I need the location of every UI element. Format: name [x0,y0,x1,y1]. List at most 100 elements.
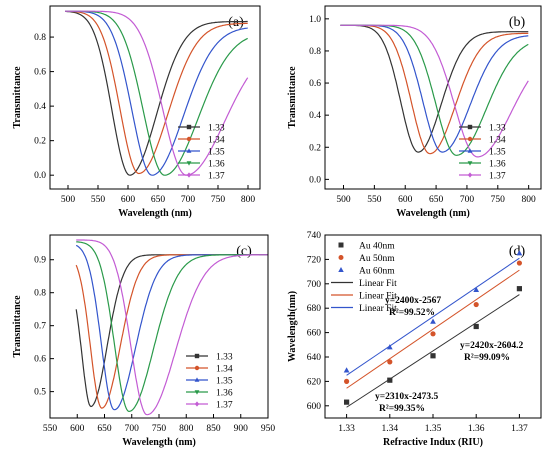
panel-b: 500 550 600 650 700 750 800 0.0 0.2 0.4 0.6 0.8 1.0 W… [287,5,542,219]
x-axis-label: Wavelength (nm) [396,208,470,219]
data-point [473,301,479,308]
x-tick-label: 1.35 [425,424,442,434]
y-tick-label: 600 [307,402,322,412]
y-tick-label: 0.6 [309,79,321,89]
y-tick-label: 0.4 [34,102,46,112]
panel-c: 550 600 650 700 750 800 850 900 950 0.5 0.6 0.7 0.8 0… [12,234,276,448]
legend-marker [186,172,192,178]
fit-equation: y=2400x-2567 [385,296,441,306]
data-point [387,377,393,383]
legend-label: Au 50nm [359,254,395,264]
data-point [344,378,350,384]
x-tick-label: 600 [121,195,136,205]
legend-marker [186,148,192,153]
data-point [430,318,436,324]
legend-label: Au 40nm [359,242,395,252]
y-tick-label: 0.8 [34,33,46,43]
panel-label: (d) [509,244,526,259]
series-line-1.33 [75,254,268,408]
panel-d: 1.33 1.34 1.35 1.36 1.37 600 620 640 660 680 700 72… [287,231,542,448]
x-tick-label: 750 [491,195,506,205]
legend-marker [194,377,200,382]
legend-marker [194,365,200,371]
y-tick-label: 620 [307,377,322,387]
y-tick-label: 0.0 [309,175,321,185]
legend-label: 1.33 [216,353,233,363]
x-tick-label: 1.37 [511,424,528,434]
legend-marker [338,255,344,260]
y-tick-label: 0.4 [309,111,321,121]
series-line-1.36 [65,10,248,176]
y-tick-label: 0.8 [309,47,321,57]
y-tick-label: 1.0 [309,15,321,25]
panel-label: (b) [509,15,526,30]
x-tick-label: 650 [151,195,166,205]
plot-frame [324,234,542,419]
y-tick-label: 0.2 [34,137,46,147]
legend-marker [186,161,192,166]
series-line-1.35 [75,244,268,411]
x-tick-label: 500 [336,195,351,205]
data-point [344,399,350,405]
series-line-1.36 [76,241,268,413]
y-tick-label: 660 [307,329,322,339]
data-point [516,260,523,266]
legend-label: 1.34 [489,136,506,146]
y-axis-label: Transmittance [287,66,298,129]
x-tick-label: 600 [70,424,85,434]
legend-marker [194,401,200,407]
legend-label: 1.33 [489,124,506,134]
legend-label: Linear Fit [359,279,397,289]
y-tick-label: 0.0 [34,171,46,181]
legend-marker [194,390,200,395]
y-tick-label: 0.9 [34,256,46,266]
series-line-1.37 [340,24,529,158]
x-tick-label: 600 [398,195,413,205]
y-tick-label: 0.7 [34,322,46,332]
data-point [516,250,523,256]
y-tick-label: 0.6 [34,355,46,365]
legend-label: 1.37 [489,172,506,182]
x-tick-label: 900 [234,424,249,434]
legend-label: Linear Fit [359,292,397,302]
legend-label: 1.36 [489,160,506,170]
y-tick-label: 0.6 [34,68,46,78]
x-tick-label: 500 [61,195,76,205]
y-axis-label: Transmittance [12,66,23,129]
plot-frame [49,5,261,190]
legend-label: Au 60nm [359,267,395,277]
fit-line [346,269,520,389]
y-tick-label: 0.2 [309,143,321,153]
fit-line [346,294,520,408]
x-tick-label: 650 [429,195,444,205]
legend-label: 1.35 [216,377,233,387]
panel-label: (a) [228,15,244,30]
x-tick-label: 950 [261,424,276,434]
series-line-1.35 [65,10,248,176]
legend-marker [194,353,200,359]
plot-frame [324,5,542,190]
data-point [343,367,350,373]
panel-label: (c) [236,244,252,259]
y-tick-label: 720 [307,255,322,265]
legend-label: 1.36 [216,389,233,399]
x-axis-label: Wavelength (nm) [118,208,192,219]
x-tick-label: 1.34 [381,424,398,434]
legend-marker [467,124,473,130]
x-tick-label: 550 [91,195,106,205]
series-line-1.34 [340,24,529,155]
x-tick-label: 650 [97,424,112,434]
series-line-1.33 [65,10,248,176]
data-point [430,331,436,337]
legend-label: 1.34 [208,136,225,146]
x-tick-label: 750 [211,195,226,205]
legend-label: 1.34 [216,365,233,375]
legend-label: 1.37 [208,172,225,182]
legend-label: Linear Fit [359,304,397,314]
y-tick-label: 640 [307,353,322,363]
legend-marker [186,136,192,142]
y-tick-label: 0.5 [34,388,46,398]
y-tick-label: 700 [307,280,322,290]
x-tick-label: 1.33 [338,424,355,434]
